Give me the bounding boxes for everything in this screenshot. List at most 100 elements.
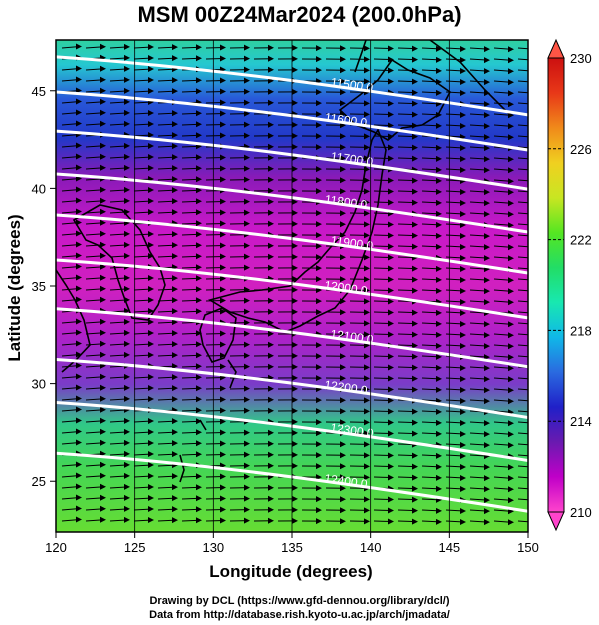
wind-arrow (181, 242, 202, 249)
wind-arrow (109, 98, 130, 105)
wind-arrow (61, 362, 82, 369)
wind-arrow (157, 484, 178, 491)
wind-arrow (397, 496, 418, 503)
wind-arrow (181, 110, 202, 117)
wind-arrow (517, 212, 528, 215)
wind-arrow (109, 54, 130, 61)
wind-arrow (157, 110, 178, 117)
wind-arrow (325, 78, 346, 85)
wind-arrow (61, 384, 82, 391)
wind-arrow (85, 340, 106, 347)
wind-arrow (493, 277, 514, 284)
wind-arrow (157, 187, 178, 194)
height-contour (56, 90, 528, 152)
wind-arrow (85, 428, 106, 435)
wind-arrow (133, 417, 154, 424)
wind-arrow (229, 77, 250, 84)
wind-arrow (493, 211, 514, 218)
wind-arrow (349, 419, 370, 426)
wind-arrow (109, 505, 130, 512)
wind-arrow (325, 276, 346, 283)
wind-arrow (181, 473, 202, 480)
wind-arrow (325, 221, 346, 228)
height-contour (56, 358, 528, 420)
wind-arrow (325, 353, 346, 360)
map-title: MSM 00Z24Mar2024 (200.0hPa) (137, 2, 462, 27)
wind-arrow (85, 285, 106, 292)
wind-arrow (229, 198, 250, 205)
wind-arrow (157, 143, 178, 150)
wind-arrow (85, 263, 106, 270)
colorbar-tick-label: 222 (570, 233, 592, 248)
wind-arrow (205, 341, 226, 348)
wind-arrow (205, 429, 226, 436)
wind-arrow (301, 188, 322, 195)
wind-arrow (277, 429, 298, 436)
wind-arrow (253, 55, 274, 62)
wind-arrow (397, 364, 418, 371)
wind-arrow (469, 497, 490, 504)
wind-arrow (157, 418, 178, 425)
colorbar-tick-label: 210 (570, 505, 592, 520)
wind-arrow (421, 331, 442, 338)
wind-arrow (61, 329, 82, 336)
wind-arrow (277, 132, 298, 139)
wind-arrow (109, 252, 130, 259)
wind-arrow (277, 506, 298, 513)
wind-arrow (85, 472, 106, 479)
wind-arrow (493, 167, 514, 174)
wind-arrow (181, 264, 202, 271)
wind-arrow (517, 234, 528, 237)
wind-arrow (301, 287, 322, 294)
wind-arrow (469, 79, 490, 86)
wind-arrow (85, 76, 106, 83)
wind-arrow (133, 131, 154, 138)
wind-arrow (229, 66, 250, 73)
wind-arrow (301, 463, 322, 470)
wind-arrow (373, 386, 394, 393)
wind-arrow (109, 483, 130, 490)
wind-arrow (517, 256, 528, 259)
wind-arrow (205, 220, 226, 227)
wind-arrow (133, 274, 154, 281)
wind-arrow (517, 267, 528, 270)
wind-arrow (421, 276, 442, 283)
wind-arrow (373, 430, 394, 437)
wind-arrow (205, 330, 226, 337)
wind-arrow (205, 209, 226, 216)
y-tick-label: 35 (32, 279, 46, 294)
wind-arrow (277, 275, 298, 282)
wind-arrow (397, 232, 418, 239)
height-contour (56, 258, 528, 320)
wind-arrow (61, 263, 82, 270)
wind-arrow (469, 299, 490, 306)
wind-arrow (253, 165, 274, 172)
wind-arrow (277, 88, 298, 95)
wind-arrow (181, 330, 202, 337)
colorbar-tick-label: 218 (570, 323, 592, 338)
wind-arrow (253, 66, 274, 73)
wind-arrow (421, 419, 442, 426)
wind-arrow (229, 253, 250, 260)
wind-arrow (421, 375, 442, 382)
wind-arrow (61, 76, 82, 83)
wind-arrow (229, 165, 250, 172)
wind-arrow (517, 333, 528, 336)
wind-arrow (373, 287, 394, 294)
wind-arrow (373, 331, 394, 338)
wind-arrow (493, 233, 514, 240)
wind-arrow (205, 297, 226, 304)
wind-arrow (157, 132, 178, 139)
wind-arrow (229, 396, 250, 403)
wind-arrow (421, 265, 442, 272)
wind-arrow (229, 264, 250, 271)
coastline-sakhalin (354, 40, 367, 73)
wind-arrow (109, 373, 130, 380)
wind-arrow (277, 253, 298, 260)
wind-arrow (253, 495, 274, 502)
wind-arrow (349, 452, 370, 459)
wind-arrow (277, 385, 298, 392)
wind-arrow (181, 77, 202, 84)
wind-arrow (421, 430, 442, 437)
wind-arrow (181, 374, 202, 381)
